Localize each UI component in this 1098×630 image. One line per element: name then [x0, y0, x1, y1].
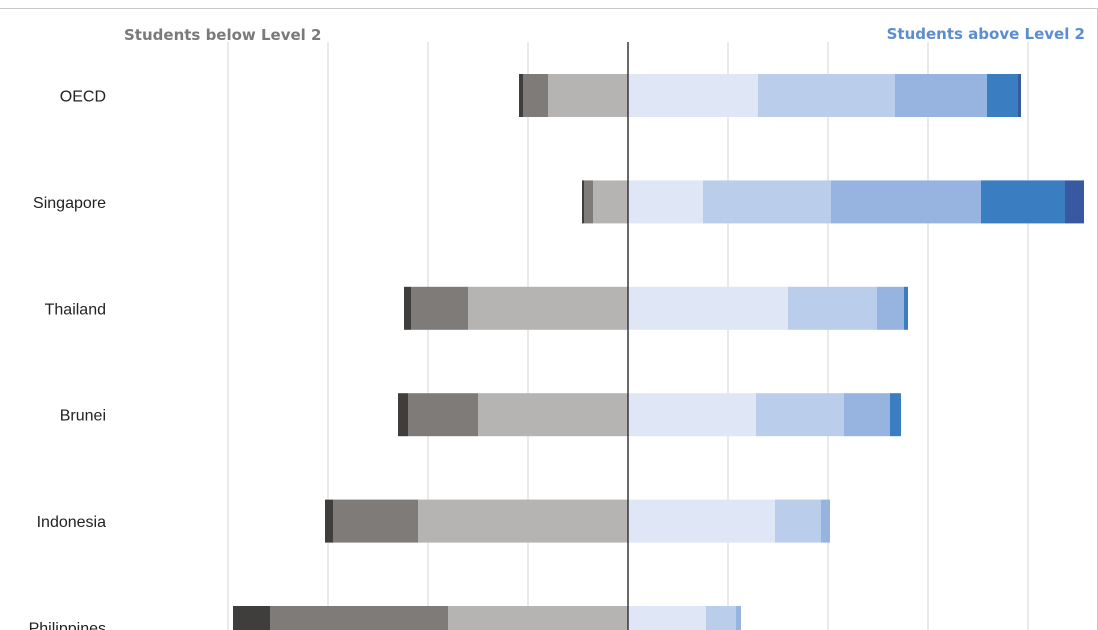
bar-above-segment	[890, 393, 901, 437]
bar-below-segment	[270, 606, 448, 630]
bar-below-segment	[548, 74, 628, 117]
bar-above-segment	[736, 606, 741, 630]
bar-below-segment	[404, 286, 411, 330]
bar-above-segment	[877, 286, 904, 330]
bar-below-segment	[325, 499, 333, 543]
bar-below-segment	[478, 393, 628, 437]
bar-above-segment	[758, 74, 895, 117]
bar-above-segment	[628, 606, 706, 630]
category-label: Brunei	[60, 408, 106, 425]
bar-below-segment	[333, 499, 418, 543]
bar-below-segment	[408, 393, 478, 437]
bar-below-segment	[448, 606, 628, 630]
bar-above-segment	[628, 286, 788, 330]
bar-below-segment	[398, 393, 408, 437]
category-labels: OECD Singapore Thailand Brunei Indonesia Phil…	[29, 89, 106, 630]
category-label: Indonesia	[37, 514, 106, 531]
bar-below-segment	[233, 606, 270, 630]
right-header: Students above Level 2	[887, 25, 1085, 43]
bar-above-segment	[756, 393, 844, 437]
bar-below-segment	[584, 180, 593, 224]
bar-above-segment	[628, 393, 756, 437]
bar-above-segment	[895, 74, 987, 117]
bar-above-segment	[844, 393, 890, 437]
category-label: Thailand	[45, 301, 106, 318]
bar-above-segment	[706, 606, 736, 630]
bar-below-segment	[468, 286, 628, 330]
bar-below-segment	[418, 499, 628, 543]
bar-below-segment	[582, 180, 584, 224]
bar-below-segment	[519, 74, 523, 117]
bars	[233, 74, 1084, 630]
bar-above-segment	[703, 180, 831, 224]
bar-below-segment	[593, 180, 628, 224]
grid-lines	[227, 42, 1029, 630]
bar-below-segment	[523, 74, 548, 117]
bar-above-segment	[1065, 180, 1084, 224]
bar-above-segment	[831, 180, 981, 224]
bar-above-segment	[775, 499, 821, 543]
category-label: OECD	[60, 89, 106, 106]
bar-above-segment	[981, 180, 1065, 224]
bar-above-segment	[628, 499, 775, 543]
bar-above-segment	[788, 286, 877, 330]
bar-above-segment	[628, 74, 758, 117]
headers: Students below Level 2 Students above Le…	[124, 25, 1085, 44]
left-header: Students below Level 2	[124, 26, 321, 44]
category-label: Singapore	[33, 195, 106, 212]
category-label: Philippines	[29, 621, 106, 630]
bar-above-segment	[1018, 74, 1021, 117]
bar-below-segment	[411, 286, 468, 330]
bar-above-segment	[904, 286, 908, 330]
bar-above-segment	[987, 74, 1018, 117]
bar-above-segment	[821, 499, 830, 543]
bar-above-segment	[628, 180, 703, 224]
